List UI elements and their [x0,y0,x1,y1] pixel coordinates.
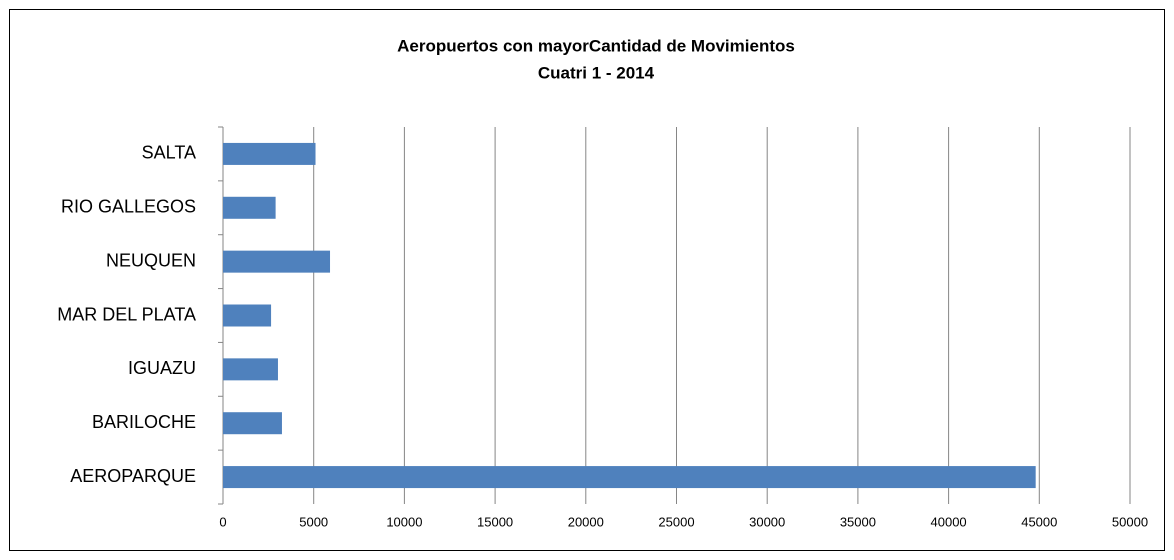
y-tick-label: BARILOCHE [92,412,196,432]
x-tick-label: 35000 [840,514,876,529]
bar [223,250,331,273]
bar [223,142,316,165]
x-tick-label: 40000 [931,514,967,529]
x-tick-label: 45000 [1021,514,1057,529]
bar [223,304,272,327]
bar [223,358,278,381]
y-tick-label: SALTA [142,143,196,163]
x-tick-label: 5000 [299,514,328,529]
bar [223,196,276,219]
y-tick-label: AEROPARQUE [70,466,196,486]
x-tick-label: 25000 [658,514,694,529]
chart-border [9,9,1165,551]
bar [223,412,282,435]
y-tick-label: NEUQUEN [106,250,196,270]
y-tick-label: RIO GALLEGOS [61,197,196,217]
x-tick-label: 15000 [477,514,513,529]
chart-subtitle: Cuatri 1 - 2014 [538,63,655,82]
x-tick-label: 20000 [568,514,604,529]
bar [223,466,1036,489]
x-tick-label: 30000 [749,514,785,529]
chart-title: Aeropuertos con mayorCantidad de Movimie… [397,36,795,55]
x-tick-label: 50000 [1112,514,1148,529]
y-tick-label: MAR DEL PLATA [57,304,196,324]
x-tick-label: 10000 [386,514,422,529]
x-tick-label: 0 [219,514,226,529]
y-tick-label: IGUAZU [128,358,196,378]
